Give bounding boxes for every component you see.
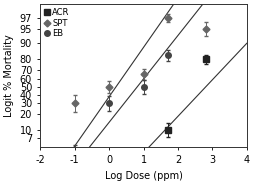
X-axis label: Log Dose (ppm): Log Dose (ppm) [105, 171, 183, 181]
Legend: ACR, SPT, EB: ACR, SPT, EB [43, 7, 71, 40]
Y-axis label: Logit % Mortality: Logit % Mortality [4, 34, 14, 117]
